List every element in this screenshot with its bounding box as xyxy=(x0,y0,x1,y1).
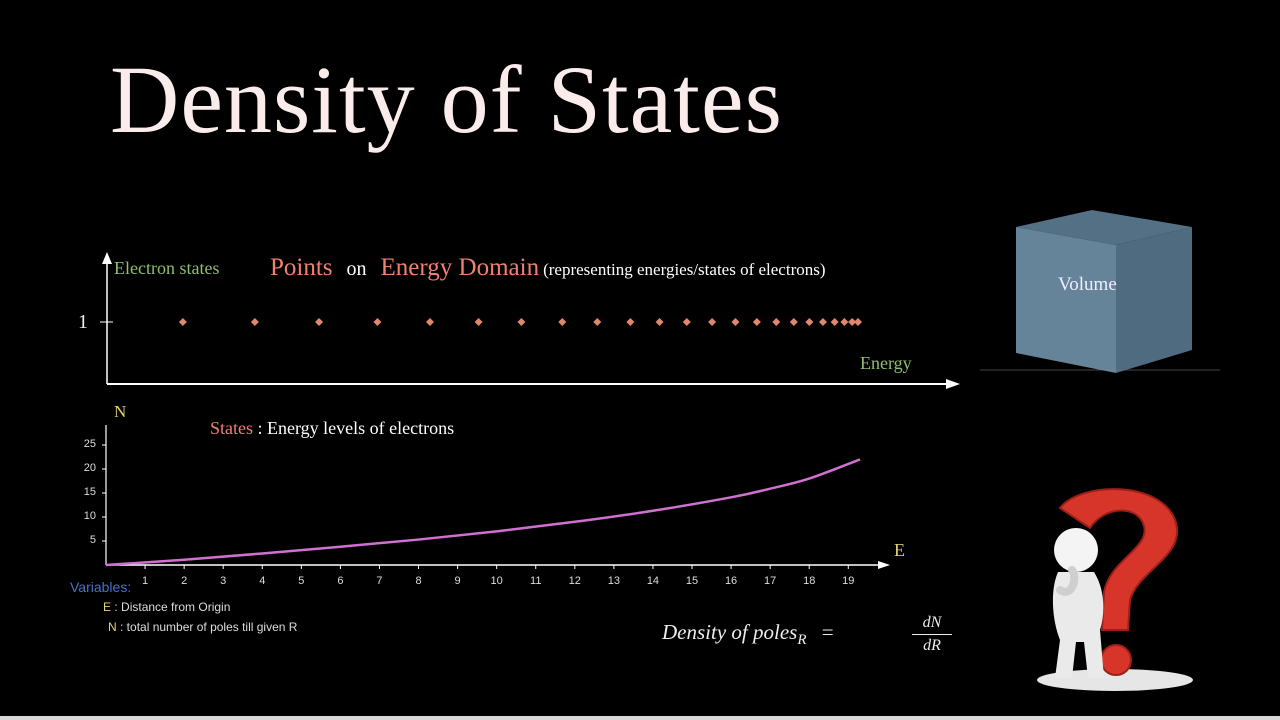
question-mark-hook xyxy=(1058,488,1179,631)
n-curve xyxy=(105,458,861,567)
energy-axis-label: Energy xyxy=(860,353,912,373)
energy-stem-marker xyxy=(848,318,857,326)
energy-stem-marker xyxy=(178,318,187,326)
y-tick-label: 20 xyxy=(83,462,96,474)
x-tick-label: 14 xyxy=(646,575,660,587)
x-tick-label: 8 xyxy=(415,575,422,587)
x-tick-label: 16 xyxy=(724,575,738,587)
e-axis-arrow xyxy=(878,561,890,569)
top-heading: Points on Energy Domain (representing en… xyxy=(270,254,826,282)
y-axis-arrow xyxy=(102,252,112,264)
energy-stem-marker xyxy=(425,318,434,326)
y-tick-label: 25 xyxy=(83,438,96,450)
x-tick-label: 13 xyxy=(607,575,620,587)
x-tick-label: 15 xyxy=(685,575,699,587)
energy-stem-marker xyxy=(854,318,862,326)
y-tick-group xyxy=(102,444,106,542)
variable-e-row: E : Distance from Origin xyxy=(103,600,230,614)
x-tick-label: 2 xyxy=(181,575,188,587)
x-tick-label: 7 xyxy=(376,575,383,587)
states-caption: States : Energy levels of electrons xyxy=(210,418,454,439)
formula-denominator: dR xyxy=(923,637,941,654)
energy-stem-marker xyxy=(772,318,781,326)
figure-head xyxy=(1054,528,1098,572)
y-tick-label: 10 xyxy=(83,510,96,522)
energy-stem-marker xyxy=(789,318,798,326)
formula-lhs: Density of poles xyxy=(662,620,798,644)
cube-top-face xyxy=(1016,210,1192,245)
density-formula: Density of polesR = xyxy=(662,620,834,649)
x-tick-label: 10 xyxy=(490,575,503,587)
x-tick-label: 9 xyxy=(454,575,461,587)
e-axis-label: E xyxy=(894,540,905,560)
formula-equals: = xyxy=(821,620,834,644)
x-tick-label: 1 xyxy=(142,575,149,587)
energy-stem-marker xyxy=(840,318,849,326)
figure-body xyxy=(1052,572,1104,678)
x-tick-label: 3 xyxy=(220,575,227,587)
question-mark-dot xyxy=(1100,644,1132,676)
y-tick-label: 1 xyxy=(78,311,88,333)
stem-group xyxy=(178,318,862,384)
energy-stem-marker xyxy=(682,318,691,326)
variable-e-symbol: E xyxy=(103,600,112,614)
variable-n-symbol: N xyxy=(108,620,117,634)
energy-stem-marker xyxy=(731,318,740,326)
energy-stem-marker xyxy=(830,318,839,326)
states-word: States xyxy=(210,418,253,438)
figure-arm xyxy=(1056,566,1079,596)
x-tick-label: 12 xyxy=(568,575,581,587)
x-tick-label: 5 xyxy=(298,575,305,587)
x-tick-label: 19 xyxy=(842,575,855,587)
figure-shadow xyxy=(1037,669,1193,691)
fraction-bar xyxy=(912,634,952,635)
volume-label: Volume xyxy=(1058,274,1117,295)
energy-stem-marker xyxy=(818,318,827,326)
points-word: Points xyxy=(270,254,333,281)
variable-n-desc: : total number of poles till given R xyxy=(120,620,298,634)
cube-side-face xyxy=(1116,227,1192,373)
x-tick-label: 11 xyxy=(530,575,542,587)
x-tick-label: 4 xyxy=(259,575,266,587)
energy-axis-arrow xyxy=(946,379,960,389)
x-tick-label: 6 xyxy=(337,575,344,587)
energy-stem-marker xyxy=(250,318,259,326)
energy-stem-marker xyxy=(752,318,761,326)
energy-stem-marker xyxy=(558,318,567,326)
thinking-figure-question-mark-icon xyxy=(1037,488,1193,691)
on-word: on xyxy=(346,258,367,280)
energy-stem-marker xyxy=(315,318,324,326)
formula-numerator: dN xyxy=(922,614,942,631)
n-vs-e-plot xyxy=(102,425,890,569)
formula-fraction: dN dR xyxy=(912,614,952,655)
energy-domain-word: Energy Domain xyxy=(380,254,540,281)
energy-stem-marker xyxy=(708,318,717,326)
volume-cube-graphic xyxy=(980,210,1220,373)
n-axis-label: N xyxy=(114,402,127,421)
x-tick-group xyxy=(144,565,849,569)
energy-stem-marker xyxy=(655,318,664,326)
formula-subscript: R xyxy=(797,632,807,649)
energy-stem-marker xyxy=(805,318,814,326)
bottom-border xyxy=(0,716,1280,720)
y-tick-label: 15 xyxy=(83,486,96,498)
states-desc: : Energy levels of electrons xyxy=(257,418,455,438)
energy-stem-marker xyxy=(593,318,602,326)
cube-front-face xyxy=(1016,227,1116,373)
energy-stem-marker xyxy=(373,318,382,326)
electron-states-label: Electron states xyxy=(114,258,220,278)
y-tick-label: 5 xyxy=(89,534,96,546)
energy-stem-marker xyxy=(517,318,526,326)
energy-stem-plot xyxy=(100,252,960,389)
variables-heading: Variables: xyxy=(70,579,132,595)
energy-stem-marker xyxy=(626,318,635,326)
x-tick-label: 17 xyxy=(764,575,777,587)
x-tick-label: 18 xyxy=(803,575,816,587)
energy-stem-marker xyxy=(474,318,483,326)
variable-e-desc: : Distance from Origin xyxy=(114,600,231,614)
variable-n-row: N : total number of poles till given R xyxy=(108,620,297,634)
page-title: Density of States xyxy=(110,46,783,153)
heading-note: (representing energies/states of electro… xyxy=(543,260,826,279)
